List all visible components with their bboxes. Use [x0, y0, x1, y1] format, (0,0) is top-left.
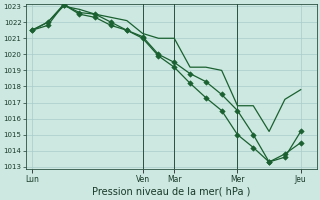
X-axis label: Pression niveau de la mer( hPa ): Pression niveau de la mer( hPa )	[92, 187, 250, 197]
